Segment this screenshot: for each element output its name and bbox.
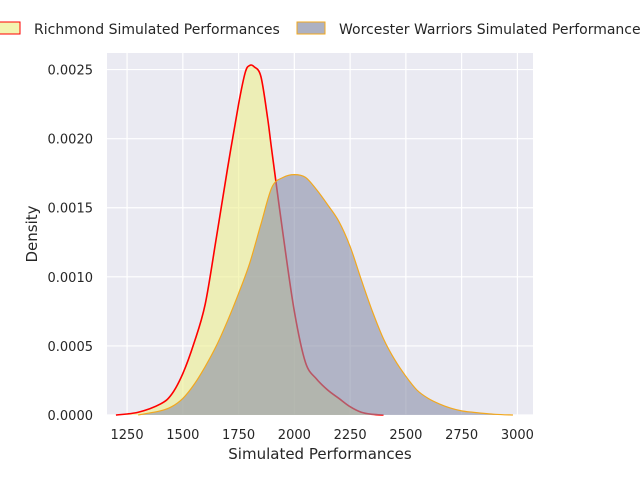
x-tick-label: 2250 [334, 428, 367, 443]
legend-swatch-series-1 [0, 21, 21, 35]
x-tick-label: 2750 [445, 428, 478, 443]
x-tick-labels: 1250 1500 1750 2000 2250 2500 2750 3000 [111, 428, 534, 443]
density-areas [115, 64, 513, 416]
y-tick-label: 0.0000 [48, 409, 94, 424]
y-tick-label: 0.0025 [48, 64, 94, 79]
y-tick-label: 0.0015 [48, 202, 94, 217]
x-axis-label: Simulated Performances [228, 445, 412, 463]
y-tick-label: 0.0010 [48, 271, 94, 286]
legend: Richmond Simulated Performances Worcester… [0, 21, 640, 38]
density-area-series-2 [138, 174, 513, 415]
legend-swatch-series-2 [296, 21, 326, 35]
y-tick-labels: 0.0000 0.0005 0.0010 0.0015 0.0020 0.0025 [48, 64, 94, 424]
density-area-series-1 [115, 64, 384, 415]
x-tick-label: 3000 [501, 428, 534, 443]
y-tick-label: 0.0020 [48, 133, 94, 148]
x-tick-label: 1500 [166, 428, 199, 443]
x-tick-label: 2500 [389, 428, 422, 443]
x-tick-label: 1250 [111, 428, 144, 443]
density-line-series-2 [138, 173, 513, 416]
legend-label-series-2: Worcester Warriors Simulated Performance… [339, 22, 640, 38]
y-axis-label: Density [23, 205, 41, 262]
legend-label-series-1: Richmond Simulated Performances [34, 22, 280, 38]
x-tick-label: 1750 [222, 428, 255, 443]
x-tick-label: 2000 [278, 428, 311, 443]
y-tick-label: 0.0005 [48, 340, 94, 355]
